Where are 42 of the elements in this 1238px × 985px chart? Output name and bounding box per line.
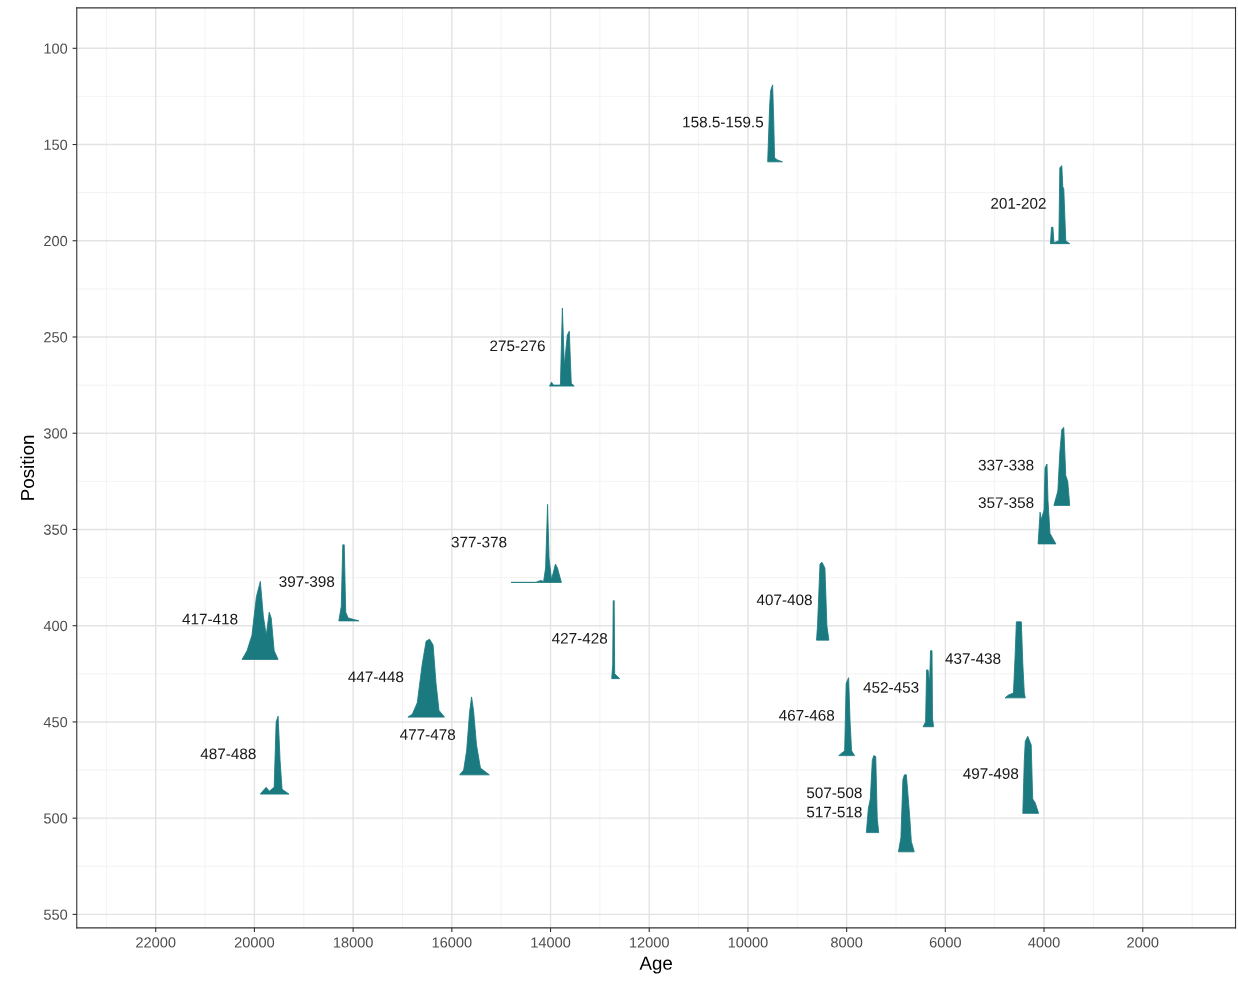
y-tick-label: 250: [44, 332, 68, 343]
y-tick-label: 400: [43, 620, 68, 632]
annotation: 507-508: [806, 787, 862, 799]
annotation: 437-438: [945, 653, 1001, 664]
annotation: 337-338: [978, 459, 1034, 471]
x-tick-label: 16000: [432, 937, 472, 948]
annotation: 452-453: [863, 682, 919, 693]
x-tick-label: 10000: [728, 937, 768, 948]
x-tick-label: 18000: [333, 937, 373, 948]
x-tick-label: 12000: [630, 937, 669, 948]
y-tick-label: 550: [43, 909, 68, 920]
x-tick-label: 8000: [831, 937, 863, 948]
annotation: 477-478: [400, 729, 456, 740]
x-tick-label: 6000: [929, 937, 961, 948]
x-tick-label: 14000: [531, 937, 571, 948]
y-tick-label: 200: [44, 235, 68, 247]
y-tick-label: 450: [43, 717, 68, 728]
annotation: 275-276: [490, 340, 545, 352]
annotation: 497-498: [963, 768, 1019, 779]
annotation: 417-418: [182, 613, 238, 625]
annotation: 447-448: [348, 671, 404, 683]
y-axis-title: Position: [20, 435, 35, 500]
annotation: 407-408: [756, 594, 812, 606]
annotation: 158.5-159.5: [683, 116, 764, 128]
annotation: 377-378: [451, 536, 507, 548]
annotation: 201-202: [991, 197, 1046, 209]
y-tick-label: 150: [44, 139, 68, 150]
y-tick-label: 100: [44, 43, 68, 54]
annotation: 517-518: [806, 806, 862, 818]
x-tick-label: 20000: [234, 937, 275, 948]
annotation: 397-398: [279, 576, 335, 587]
x-tick-label: 4000: [1028, 937, 1060, 948]
y-tick-label: 500: [43, 813, 68, 824]
x-axis-title: Age: [639, 956, 672, 974]
annotation: 487-488: [200, 748, 256, 760]
y-tick-label: 350: [43, 524, 68, 535]
annotation: 467-468: [779, 709, 835, 721]
x-tick-label: 2000: [1127, 937, 1159, 948]
annotation: 357-358: [978, 497, 1034, 509]
x-tick-label: 22000: [136, 937, 176, 948]
annotation: 427-428: [552, 632, 608, 644]
y-tick-label: 300: [43, 428, 68, 439]
